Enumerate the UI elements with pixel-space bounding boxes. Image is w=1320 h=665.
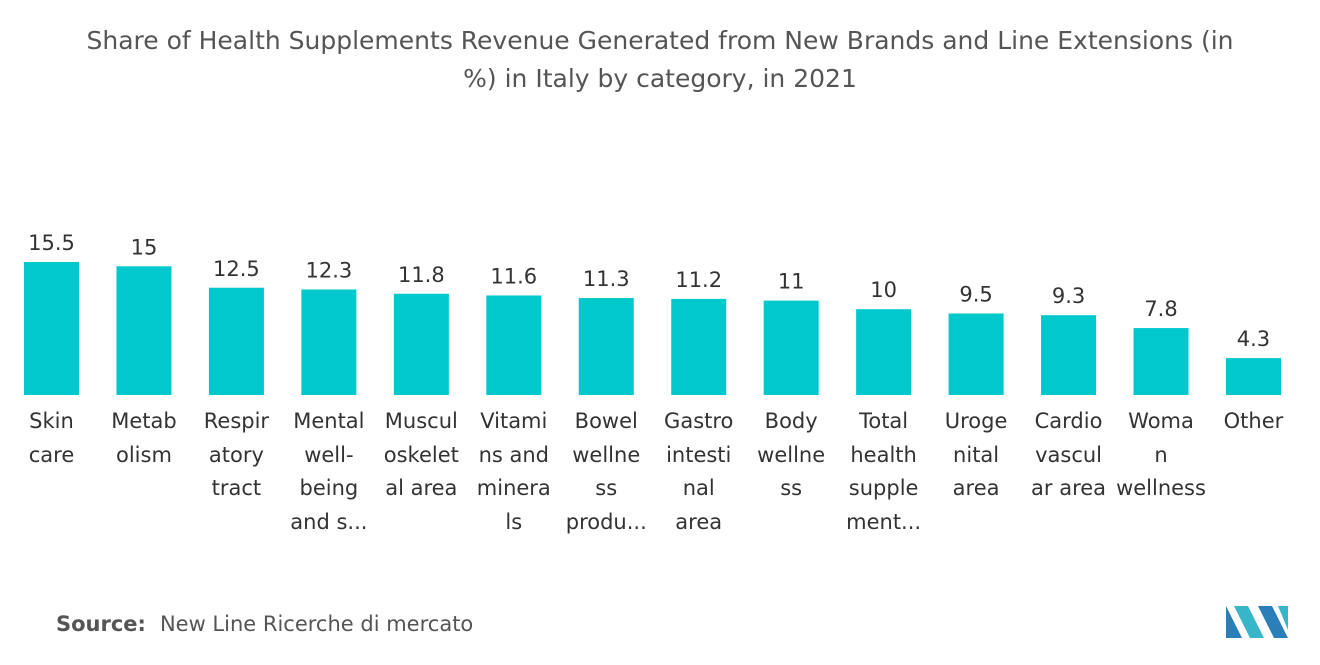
x-tick-label: Woma n wellness xyxy=(1116,409,1206,500)
bar xyxy=(948,313,1004,395)
value-label: 7.8 xyxy=(1144,297,1177,321)
x-tick-label: Total health supple ment... xyxy=(846,409,922,534)
x-tick-label: Mental well- being and s... xyxy=(290,409,368,534)
bar xyxy=(301,289,357,395)
x-tick-label: Bowel wellne ss produ... xyxy=(565,409,647,534)
x-tick-label: Body wellne ss xyxy=(757,409,826,500)
x-tick-label: Vitami ns and minera ls xyxy=(476,409,551,534)
x-tick-label: Muscul oskelet al area xyxy=(383,409,459,500)
x-tick-label: Uroge nital area xyxy=(944,409,1008,500)
bar xyxy=(24,262,79,395)
value-label: 4.3 xyxy=(1237,327,1270,351)
bar xyxy=(393,293,449,395)
x-tick-label: Gastro intesti nal area xyxy=(664,409,734,534)
value-label: 15 xyxy=(131,235,158,259)
bar xyxy=(763,300,819,395)
value-label: 15.5 xyxy=(28,231,75,255)
bar xyxy=(116,266,172,395)
value-label: 11.6 xyxy=(490,264,537,288)
bar xyxy=(856,309,912,395)
x-tick-label: Other xyxy=(1223,409,1284,433)
x-tick-label: Respir atory tract xyxy=(203,409,270,500)
source-label: Source: xyxy=(56,612,146,636)
source: Source: New Line Ricerche di mercato xyxy=(56,612,473,636)
value-label: 10 xyxy=(870,278,897,302)
value-label: 12.3 xyxy=(305,258,352,282)
bar xyxy=(1133,328,1189,395)
bar xyxy=(1225,358,1281,395)
value-label: 11 xyxy=(778,270,805,294)
value-label: 11.3 xyxy=(583,267,630,291)
value-label: 9.5 xyxy=(959,282,992,306)
value-label: 12.5 xyxy=(213,257,260,281)
bar xyxy=(671,298,727,395)
bar xyxy=(208,287,264,395)
bar xyxy=(486,295,542,395)
value-label: 9.3 xyxy=(1052,284,1085,308)
x-tick-label: Metab olism xyxy=(111,409,177,467)
x-tick-label: Cardio vascul ar area xyxy=(1031,409,1107,500)
source-text: New Line Ricerche di mercato xyxy=(159,612,474,636)
x-tick-label: Skin care xyxy=(28,409,75,467)
value-label: 11.8 xyxy=(398,263,445,287)
bar xyxy=(1041,315,1097,395)
value-label: 11.2 xyxy=(675,268,722,292)
logo xyxy=(1226,606,1288,638)
chart-title: Share of Health Supplements Revenue Gene… xyxy=(86,26,1234,93)
bar xyxy=(578,298,634,395)
